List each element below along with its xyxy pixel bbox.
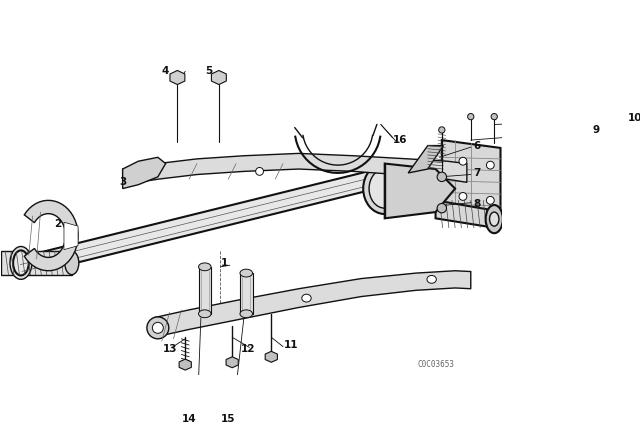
Ellipse shape <box>459 193 467 200</box>
Text: 1: 1 <box>221 258 228 268</box>
Text: 7: 7 <box>474 168 481 178</box>
Polygon shape <box>211 70 227 85</box>
Ellipse shape <box>240 310 253 318</box>
Ellipse shape <box>302 294 311 302</box>
Text: 3: 3 <box>119 177 126 187</box>
Ellipse shape <box>198 263 211 271</box>
Ellipse shape <box>152 323 163 333</box>
Ellipse shape <box>486 196 494 204</box>
Text: 5: 5 <box>205 66 212 76</box>
Text: 4: 4 <box>162 66 170 76</box>
Polygon shape <box>64 222 78 250</box>
Polygon shape <box>1 251 72 275</box>
Text: 15: 15 <box>221 414 236 424</box>
Ellipse shape <box>10 246 32 280</box>
Ellipse shape <box>437 172 447 181</box>
Polygon shape <box>154 271 471 337</box>
Text: C0C03653: C0C03653 <box>417 360 454 369</box>
Ellipse shape <box>364 163 406 214</box>
Ellipse shape <box>468 113 474 120</box>
Ellipse shape <box>437 203 447 213</box>
Ellipse shape <box>491 113 497 120</box>
Ellipse shape <box>147 317 169 339</box>
Ellipse shape <box>13 250 29 276</box>
Text: 12: 12 <box>241 344 255 354</box>
Text: 9: 9 <box>593 125 600 135</box>
Text: 11: 11 <box>284 340 298 350</box>
Ellipse shape <box>490 212 499 226</box>
Polygon shape <box>179 359 191 370</box>
Polygon shape <box>19 168 387 276</box>
Polygon shape <box>170 70 185 85</box>
Text: 13: 13 <box>163 344 177 354</box>
Polygon shape <box>265 351 277 362</box>
Text: 10: 10 <box>628 113 640 123</box>
Text: 2: 2 <box>54 219 61 229</box>
Polygon shape <box>24 200 78 271</box>
Polygon shape <box>198 267 211 314</box>
Text: 8: 8 <box>474 199 481 209</box>
Ellipse shape <box>438 127 445 133</box>
Ellipse shape <box>486 205 503 233</box>
Ellipse shape <box>427 276 436 283</box>
Text: 6: 6 <box>474 141 481 151</box>
Polygon shape <box>123 153 467 185</box>
Polygon shape <box>385 164 455 218</box>
Polygon shape <box>226 357 238 368</box>
Polygon shape <box>240 273 253 314</box>
Ellipse shape <box>369 169 401 208</box>
Ellipse shape <box>240 269 253 277</box>
Polygon shape <box>442 140 500 216</box>
Ellipse shape <box>459 157 467 165</box>
Polygon shape <box>123 157 166 189</box>
Ellipse shape <box>255 168 264 175</box>
Ellipse shape <box>198 310 211 318</box>
Ellipse shape <box>486 161 494 169</box>
Ellipse shape <box>65 251 79 275</box>
Text: 14: 14 <box>182 414 196 424</box>
Polygon shape <box>436 200 494 228</box>
Polygon shape <box>408 146 444 173</box>
Text: 16: 16 <box>393 135 408 145</box>
